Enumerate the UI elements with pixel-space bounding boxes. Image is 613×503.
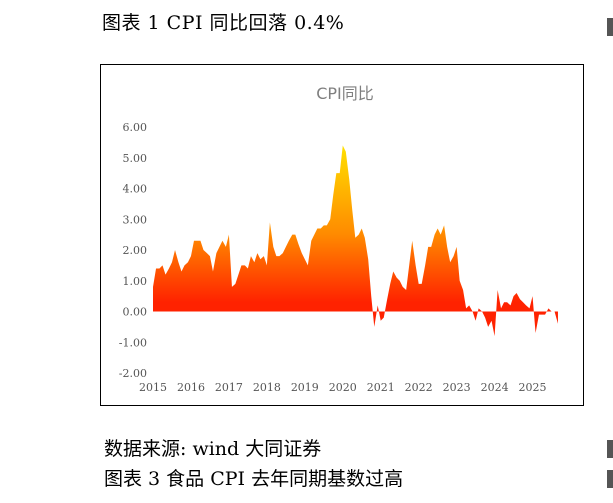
x-tick-label: 2017 (215, 381, 243, 394)
y-tick-label: 4.00 (123, 183, 148, 196)
x-axis-ticks: 2015 2016 2017 2018 2019 2020 2021 2022 2023 2024… (139, 381, 547, 394)
next-figure-title: 图表 3 食品 CPI 去年同期基数过高 (104, 468, 404, 490)
adjacent-column-mark (607, 18, 613, 36)
y-axis-ticks: 6.00 5.00 4.00 3.00 2.00 1.00 0.00 -1.00 -2.00 (119, 121, 147, 380)
y-tick-label: 2.00 (123, 244, 148, 257)
adjacent-column-mark (607, 440, 613, 458)
adjacent-column-mark (607, 470, 613, 488)
x-tick-label: 2019 (291, 381, 319, 394)
cpi-area-chart: CPI同比 6.00 5.00 4.00 3.00 2.00 1.00 0.00 -1.00 -… (119, 84, 558, 394)
chart-title: CPI同比 (316, 84, 374, 103)
x-tick-label: 2016 (177, 381, 205, 394)
series-layer (153, 145, 558, 337)
y-tick-label: 1.00 (123, 275, 148, 288)
y-tick-label: 5.00 (123, 152, 148, 165)
data-source-note: 数据来源: wind 大同证券 (104, 438, 322, 460)
x-tick-label: 2022 (405, 381, 433, 394)
figure-title: 图表 1 CPI 同比回落 0.4% (102, 12, 345, 34)
y-tick-label: -1.00 (119, 336, 147, 349)
x-tick-label: 2023 (443, 381, 471, 394)
cpi-area-series (153, 145, 558, 337)
y-tick-label: 0.00 (123, 306, 148, 319)
x-tick-label: 2020 (329, 381, 357, 394)
y-tick-label: 3.00 (123, 213, 148, 226)
y-tick-label: 6.00 (123, 121, 148, 134)
x-tick-label: 2018 (253, 381, 281, 394)
chart-frame: CPI同比 6.00 5.00 4.00 3.00 2.00 1.00 0.00 -1.00 -… (100, 64, 584, 406)
x-tick-label: 2021 (367, 381, 395, 394)
x-tick-label: 2025 (519, 381, 547, 394)
x-tick-label: 2024 (481, 381, 509, 394)
x-tick-label: 2015 (139, 381, 167, 394)
y-tick-label: -2.00 (119, 367, 147, 380)
